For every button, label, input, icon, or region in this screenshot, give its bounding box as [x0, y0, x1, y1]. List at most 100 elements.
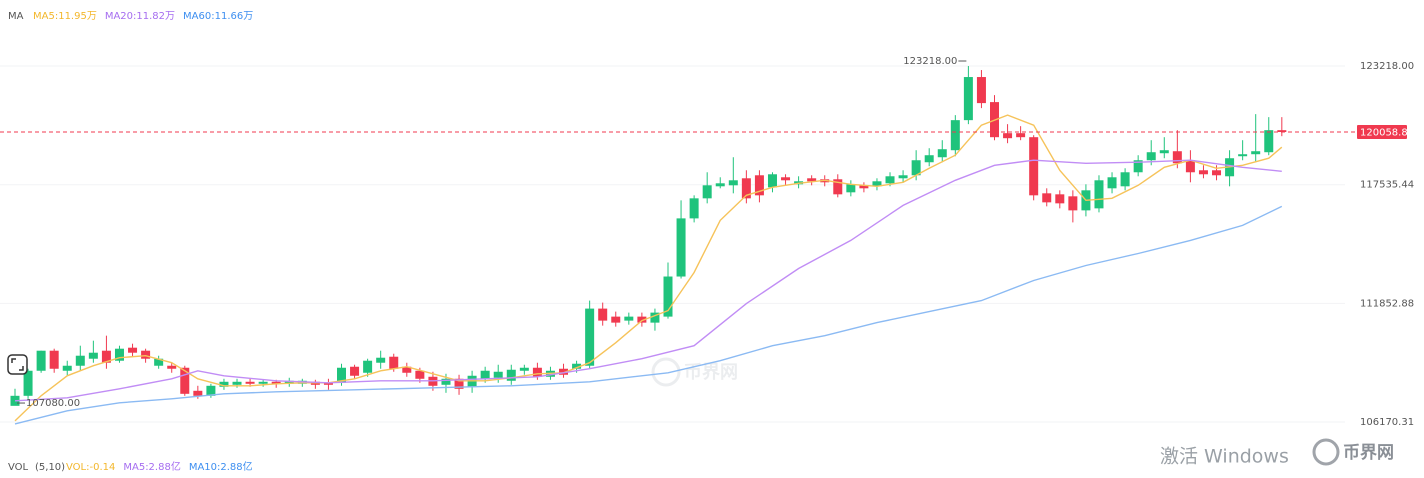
candle-body [62, 365, 72, 371]
candle-body [885, 176, 895, 184]
candle-body [1003, 133, 1013, 139]
candle-body [702, 185, 712, 199]
candle-body [88, 352, 98, 359]
candle-body [1277, 130, 1287, 132]
candle-body [75, 355, 85, 366]
candle-body [389, 356, 399, 369]
candle-body [350, 366, 360, 376]
y-tick-label: 111852.88 [1360, 298, 1414, 309]
candle-body [141, 350, 151, 359]
candle-body [167, 365, 177, 369]
candle-body [728, 180, 738, 186]
legend-entry: MA20:11.82万 [105, 11, 175, 22]
candle-body [1185, 160, 1195, 173]
candle-body [180, 367, 190, 394]
candle-body [1212, 170, 1222, 176]
candle-body [1042, 193, 1052, 203]
volume-legend-entry: VOL:-0.14 [66, 462, 115, 473]
candle-body [245, 381, 255, 384]
volume-legend-entry: MA10:2.88亿 [189, 460, 253, 473]
candle-body [284, 380, 294, 384]
watermark-text: 币界网 [684, 362, 738, 383]
candle-body [49, 350, 59, 369]
candle-body [741, 178, 751, 199]
watermark-text: 币界网 [1343, 443, 1394, 463]
fullscreen-button-frame [7, 354, 28, 375]
grid [0, 65, 1345, 423]
candle-body [101, 350, 111, 363]
watermark-center: 币界网 [651, 357, 738, 387]
candle-body [337, 367, 346, 383]
ma-line [14, 159, 1282, 402]
candle-body [924, 155, 934, 163]
candle-body [807, 178, 817, 182]
candle-body [323, 382, 333, 385]
candle-body [1198, 170, 1208, 175]
ma-line [14, 205, 1283, 425]
volume-params: (5,10) [35, 462, 65, 473]
candle-body [1264, 130, 1274, 153]
candle-body [1238, 154, 1248, 157]
legend-entry: MA5:11.95万 [33, 11, 97, 22]
candle-body [650, 312, 660, 323]
y-tick-label: 123218.00 [1360, 61, 1414, 72]
candle-body [846, 184, 856, 193]
candle-body [911, 160, 921, 176]
candle-body [663, 276, 673, 317]
y-tick-label: 106170.31 [1360, 417, 1414, 428]
candle-body [114, 348, 124, 361]
candle-body [1016, 133, 1026, 138]
candle-body [572, 363, 582, 369]
candle-body [493, 371, 503, 378]
candle-body [637, 316, 647, 323]
os-notice: 激活 Windows [1160, 446, 1289, 468]
candle-body [23, 370, 33, 396]
y-tick-label: 117535.44 [1360, 180, 1414, 191]
candle-body [10, 395, 20, 406]
candle-body [1159, 150, 1169, 154]
candle-body [519, 367, 529, 371]
legend-title: MA [8, 11, 24, 22]
candles [10, 66, 1287, 425]
high-label: 123218.00 [903, 56, 957, 67]
watermark-logo [651, 357, 681, 387]
candle-body [872, 181, 882, 187]
candle-body [363, 360, 373, 373]
fullscreen-button[interactable] [7, 354, 28, 375]
candle-body [154, 358, 164, 366]
candle-body [232, 381, 242, 385]
candle-body [1133, 160, 1143, 173]
ma-line [14, 114, 1283, 422]
candle-body [1172, 151, 1182, 164]
candle-body [689, 198, 699, 219]
candle-body [767, 174, 777, 188]
legend-entry: MA60:11.66万 [183, 11, 253, 22]
volume-legend-entry: MA5:2.88亿 [123, 460, 180, 473]
candle-body [1251, 151, 1261, 155]
candle-body [193, 390, 203, 396]
candle-body [415, 370, 425, 379]
candle-body [611, 316, 621, 323]
candle-body [271, 381, 281, 384]
watermark-logo [1312, 438, 1340, 466]
candle-body [937, 149, 947, 158]
candle-body [715, 183, 725, 187]
candle-body [128, 347, 138, 353]
fullscreen-button-icon [11, 358, 24, 371]
candle-body [676, 218, 686, 277]
candle-body [859, 185, 869, 189]
candle-body [1055, 194, 1065, 204]
candle-body [480, 370, 490, 379]
candle-body [585, 308, 595, 366]
candle-body [898, 175, 908, 179]
candle-body [454, 378, 464, 389]
candle-body [441, 378, 451, 385]
candle-body [833, 179, 843, 195]
candle-body [624, 316, 634, 321]
candle-body [559, 368, 569, 375]
candle-body [1029, 137, 1039, 196]
candle-body [376, 357, 386, 363]
last-price-label: 120058.88 [1360, 127, 1414, 138]
